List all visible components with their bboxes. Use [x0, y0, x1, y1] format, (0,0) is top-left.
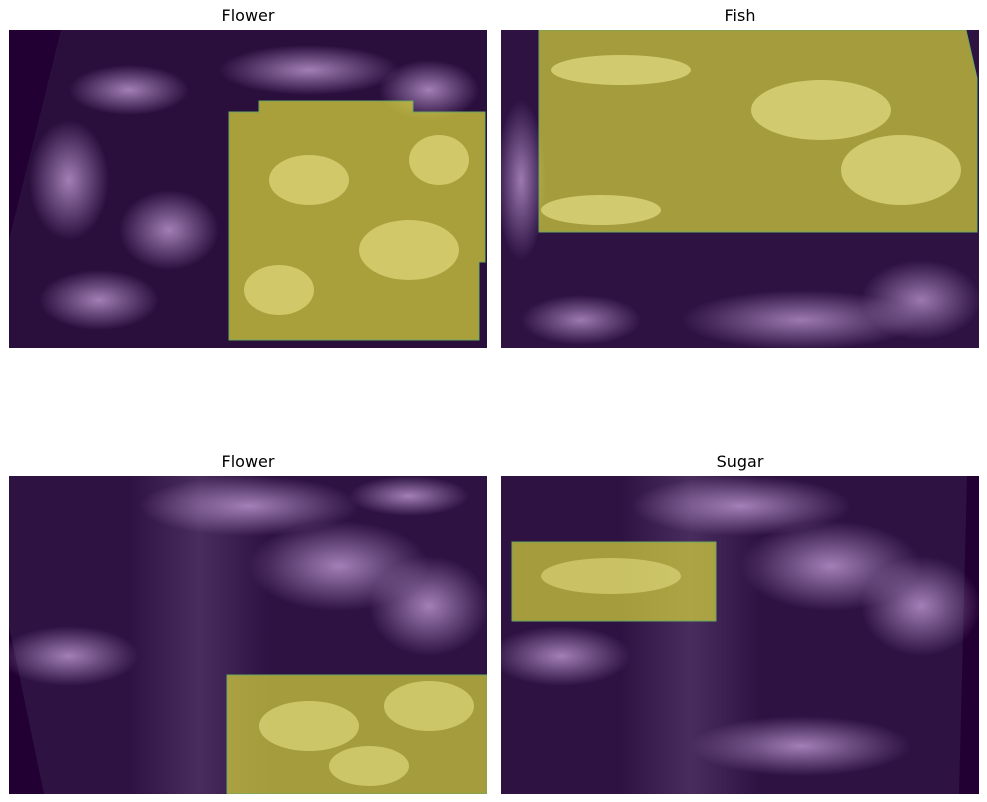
satellite-image-panel-2 [501, 30, 979, 348]
satellite-image [9, 30, 487, 348]
satellite-image-panel-1 [9, 30, 487, 348]
segmentation-mask [511, 541, 717, 622]
satellite-image-panel-4 [501, 476, 979, 794]
panel-title: Flower [221, 452, 275, 471]
segmentation-mask [228, 100, 486, 341]
panel-title: Fish [724, 6, 756, 25]
satellite-image [501, 476, 979, 794]
satellite-image [9, 476, 487, 794]
panel-title: Flower [221, 6, 275, 25]
satellite-image [501, 30, 979, 348]
satellite-image-panel-3 [9, 476, 487, 794]
no-data-region [9, 30, 61, 240]
segmentation-mask [226, 674, 487, 794]
segmentation-mask [538, 30, 978, 233]
panel-title: Sugar [716, 452, 764, 471]
